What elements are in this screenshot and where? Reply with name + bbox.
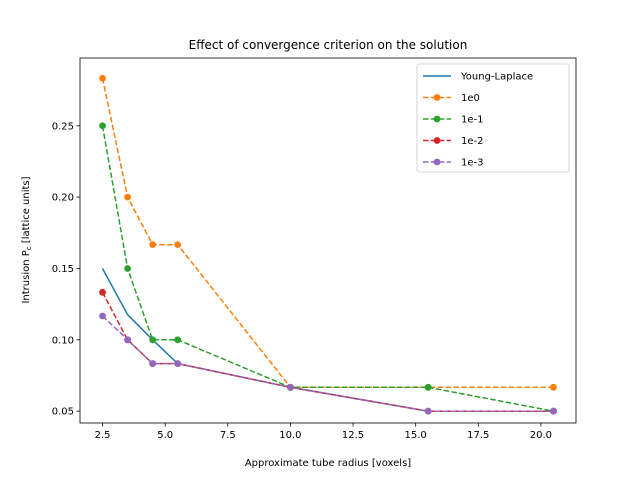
x-tick-label: 2.5 [95,430,111,441]
data-point-1e0 [99,74,106,82]
legend-label-1e-2: 1e-2 [461,136,484,147]
legend: Young-Laplace 1e0 1e-1 1e-2 1e-3 [416,63,570,173]
y-axis-label-sub: c [25,246,33,250]
data-point-1e-1 [174,336,182,344]
x-axis-ticks: 2.5 5.0 7.5 10.0 12.5 15.0 17.5 20.0 [95,423,552,441]
legend-marker-1e-3 [433,158,441,166]
legend-marker-1e-2 [433,137,441,144]
chart-title: Effect of convergence criterion on the s… [189,38,468,52]
legend-label-1e0: 1e0 [461,93,480,104]
data-point-1e-3 [424,407,432,415]
y-axis-label-tail: [lattice units] [21,176,32,246]
data-point-1e-3 [550,407,557,415]
x-axis-label: Approximate tube radius [voxels] [245,458,411,469]
data-point-1e-3 [124,336,131,344]
data-point-1e0 [124,193,131,201]
y-tick-label: 0.10 [52,335,74,346]
data-point-1e-1 [424,383,432,391]
legend-label-young-laplace: Young-Laplace [460,72,533,83]
data-point-1e0 [550,383,557,391]
y-axis-label-main: Intrusion P [21,250,32,303]
legend-marker-1e-1 [433,115,441,123]
x-tick-label: 15.0 [405,430,427,441]
y-tick-label: 0.05 [52,407,74,418]
legend-label-1e-3: 1e-3 [461,158,484,169]
x-tick-label: 12.5 [342,430,364,441]
data-point-1e-3 [174,360,182,368]
data-point-1e-1 [149,336,157,344]
x-tick-label: 17.5 [467,430,489,441]
plot-frame [79,57,577,424]
series-layer [99,74,557,415]
x-tick-label: 10.0 [279,430,301,441]
x-tick-label: 7.5 [220,430,236,441]
x-tick-label: 20.0 [530,430,552,441]
legend-label-1e-1: 1e-1 [461,115,484,126]
y-tick-label: 0.25 [52,121,74,132]
data-point-1e-2 [99,288,106,296]
data-point-1e0 [149,241,157,249]
y-tick-label: 0.20 [52,193,74,204]
legend-box [416,63,570,173]
data-point-1e-1 [99,122,106,130]
y-tick-label: 0.15 [52,264,74,275]
data-point-1e-1 [124,265,131,272]
legend-marker-1e0 [433,94,441,101]
data-point-1e-3 [99,312,106,320]
y-axis-label: Intrusion Pc [lattice units] [21,176,33,303]
data-point-1e0 [174,241,182,249]
data-point-1e-3 [287,383,294,391]
data-point-1e-3 [149,360,157,368]
x-tick-label: 5.0 [157,430,173,441]
y-axis-ticks: 0.05 0.10 0.15 0.20 0.25 [52,121,80,418]
